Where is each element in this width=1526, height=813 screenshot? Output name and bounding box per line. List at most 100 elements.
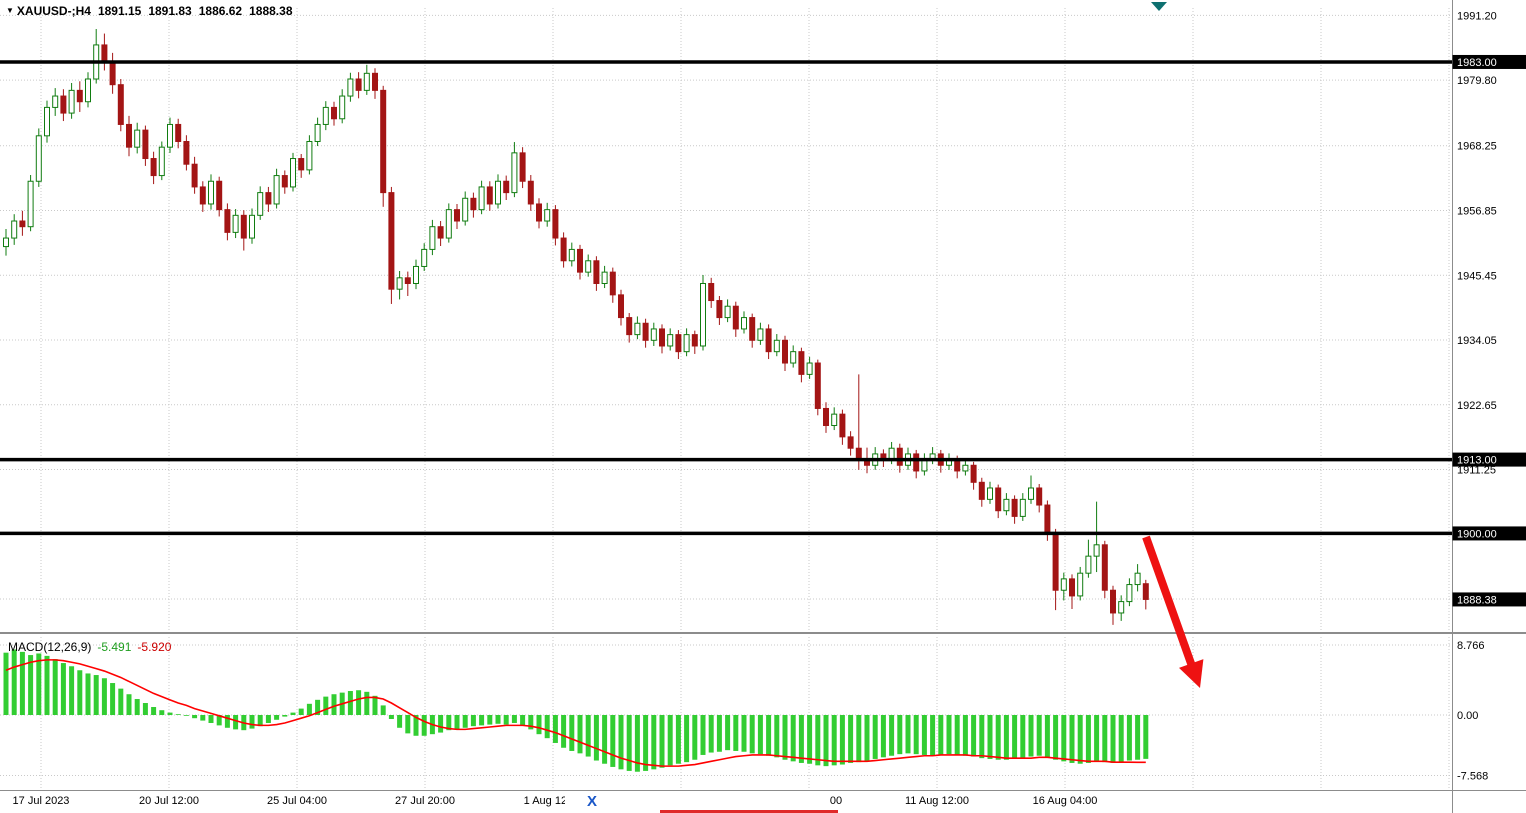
candle <box>1069 574 1075 609</box>
candle <box>191 156 198 194</box>
candle <box>929 447 936 465</box>
symbol-dropdown-icon[interactable]: ▼ <box>6 6 14 15</box>
macd-name: MACD(12,26,9) <box>8 640 92 654</box>
candle <box>462 191 469 226</box>
candle <box>265 186 272 212</box>
bottom-red-streak <box>660 810 838 813</box>
candle <box>388 186 395 304</box>
macd-main-value: -5.491 <box>97 640 132 654</box>
candle <box>1019 493 1026 521</box>
candle <box>158 141 165 181</box>
candle <box>806 356 813 379</box>
candle <box>618 289 624 326</box>
candle <box>372 68 378 99</box>
candle <box>544 202 551 227</box>
candle <box>782 335 788 371</box>
quote-close: 1888.38 <box>249 4 293 18</box>
candle <box>486 181 493 211</box>
candle <box>765 324 772 360</box>
candle <box>568 242 575 267</box>
candle <box>995 484 1002 519</box>
price-axis-label: 1934.05 <box>1457 335 1497 347</box>
candle <box>19 210 26 236</box>
candle <box>1077 566 1084 601</box>
price-axis[interactable]: 1991.20 1979.80 1968.25 1956.85 1945.45 1934.… <box>1452 10 1526 607</box>
candle <box>1028 475 1034 504</box>
macd-axis[interactable]: 8.766 0.00 -7.568 <box>1457 640 1488 783</box>
price-axis-label: 1991.20 <box>1457 10 1497 22</box>
macd-indicator-label: MACD(12,26,9) -5.491 -5.920 <box>8 640 171 654</box>
candle <box>85 72 91 108</box>
candle <box>208 174 214 210</box>
candle <box>962 459 969 476</box>
price-box-label: 1888.38 <box>1457 594 1497 606</box>
candle <box>3 228 9 256</box>
bottom-white-overlay: X <box>565 791 827 813</box>
candle <box>126 115 132 157</box>
price-axis-label: 1979.80 <box>1457 75 1497 87</box>
quote-low: 1886.62 <box>198 4 243 18</box>
candle <box>52 88 59 116</box>
macd-axis-label: 8.766 <box>1457 640 1485 652</box>
candle <box>183 135 190 171</box>
candle <box>454 203 460 229</box>
time-axis-label: 00 <box>830 795 842 807</box>
candle <box>741 311 747 334</box>
candle <box>355 72 362 99</box>
candle <box>970 461 977 490</box>
candle <box>216 176 223 217</box>
candle <box>642 318 649 348</box>
candle <box>913 449 920 479</box>
candle <box>1134 564 1141 592</box>
candle <box>700 274 706 351</box>
candle <box>601 265 608 289</box>
symbol-timeframe-label: XAUUSD-;H4 <box>16 4 91 18</box>
candle <box>1036 484 1043 513</box>
candle <box>199 181 206 212</box>
candle <box>1093 501 1100 573</box>
candle <box>1052 528 1059 611</box>
macd-signal-value: -5.920 <box>137 640 172 654</box>
candle <box>560 232 567 268</box>
price-axis-label: 1968.25 <box>1457 141 1497 153</box>
price-axis-label: 1922.65 <box>1457 400 1497 412</box>
candle <box>306 135 313 175</box>
candle <box>527 175 534 211</box>
candle <box>1126 578 1133 607</box>
candle <box>150 151 157 185</box>
candle <box>839 409 846 445</box>
quote-open: 1891.15 <box>97 4 142 18</box>
candle <box>823 402 829 433</box>
candle <box>175 118 182 149</box>
candle <box>675 330 682 360</box>
candle <box>421 243 428 272</box>
candle <box>978 477 985 507</box>
candle <box>716 295 723 325</box>
candle <box>396 271 403 300</box>
candle <box>683 328 690 357</box>
candle <box>724 299 731 323</box>
candle <box>240 210 247 251</box>
candle <box>1003 493 1010 516</box>
candle <box>855 374 862 470</box>
candle <box>831 407 838 431</box>
candle <box>322 101 329 131</box>
candle <box>437 221 444 247</box>
candle <box>609 267 616 303</box>
candle <box>298 153 305 178</box>
candle <box>363 64 370 95</box>
time-axis-label: 16 Aug 04:00 <box>1033 795 1098 807</box>
candle <box>380 85 387 207</box>
blue-x-mark: X <box>587 793 598 810</box>
trend-arrow[interactable] <box>1142 535 1204 688</box>
candle <box>634 316 641 340</box>
candle <box>946 453 952 470</box>
candle <box>478 180 485 215</box>
quote-header: ▼ XAUUSD-;H4 1891.15 1891.83 1886.62 1888.38 <box>6 4 293 18</box>
time-axis[interactable]: 17 Jul 2023 20 Jul 12:00 25 Jul 04:00 27 Ju… <box>13 795 1098 807</box>
candle <box>1011 495 1018 524</box>
candle <box>101 33 108 71</box>
